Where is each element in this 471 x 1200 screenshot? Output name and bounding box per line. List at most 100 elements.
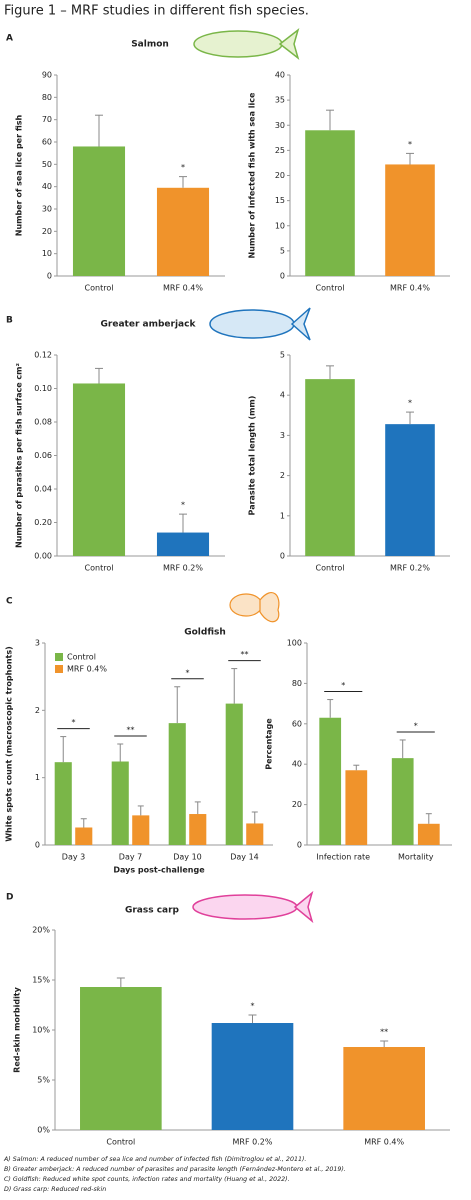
bar — [246, 823, 264, 845]
legend-label: Control — [67, 653, 96, 662]
significance: ** — [127, 726, 135, 735]
bar — [75, 827, 93, 845]
x-tick-label: Control — [316, 564, 345, 573]
x-tick-label: MRF 0.4% — [163, 284, 203, 293]
bar — [345, 770, 368, 845]
figure-title: Figure 1 – MRF studies in different fish… — [4, 4, 309, 19]
significance: ** — [241, 650, 249, 659]
y-axis-label: Red-skin morbidity — [13, 986, 22, 1072]
x-tick-label: Control — [85, 564, 114, 573]
y-tick-label: 35 — [275, 96, 285, 105]
y-tick-label: 90 — [42, 71, 52, 80]
bar — [385, 424, 435, 556]
y-tick-label: 3 — [35, 639, 40, 648]
bar — [391, 758, 414, 845]
bar — [111, 761, 129, 845]
y-tick-label: 20 — [292, 800, 302, 809]
y-tick-label: 5 — [280, 246, 285, 255]
panel-letter: B — [6, 316, 13, 326]
x-tick-label: MRF 0.2% — [233, 1138, 273, 1147]
significance: * — [414, 721, 418, 730]
y-tick-label: 20 — [42, 227, 52, 236]
y-tick-label: 70 — [42, 115, 52, 124]
footnote: C) Goldfish: Reduced white spot counts, … — [4, 1175, 290, 1183]
x-tick-label: MRF 0.2% — [390, 564, 430, 573]
bar — [385, 164, 435, 276]
salmon-icon — [193, 27, 300, 61]
y-tick-label: 40 — [275, 71, 285, 80]
x-tick-label: Day 14 — [230, 853, 259, 862]
bar — [189, 814, 207, 845]
y-tick-label: 3 — [280, 431, 285, 440]
significance: * — [186, 668, 190, 677]
significance: * — [181, 163, 185, 172]
significance: * — [408, 399, 412, 408]
y-tick-label: 0% — [37, 1126, 50, 1135]
y-tick-label: 0.10 — [34, 384, 52, 393]
significance: * — [72, 718, 76, 727]
bar — [417, 823, 440, 845]
bar — [225, 703, 243, 845]
x-axis-label: Days post-challenge — [113, 866, 205, 875]
grass-carp-icon — [192, 890, 314, 924]
y-tick-label: 5% — [37, 1076, 50, 1085]
y-tick-label: 0 — [280, 272, 285, 281]
legend-swatch — [55, 653, 63, 661]
significance: * — [341, 681, 345, 690]
y-tick-label: 5 — [280, 351, 285, 360]
y-tick-label: 60 — [42, 138, 52, 147]
bar — [72, 146, 126, 276]
significance: ** — [380, 1028, 388, 1037]
bar — [72, 383, 126, 556]
y-axis-label: Number of sea lice per fish — [15, 114, 24, 236]
bar — [343, 1047, 425, 1130]
y-tick-label: 25 — [275, 146, 285, 155]
y-tick-label: 10% — [32, 1026, 50, 1035]
x-tick-label: Day 3 — [62, 853, 85, 862]
y-tick-label: 20 — [275, 171, 285, 180]
y-tick-label: 0.08 — [34, 418, 52, 427]
footnote: B) Greater amberjack: A reduced number o… — [4, 1165, 346, 1173]
y-axis-label: Parasite total length (mm) — [248, 396, 257, 516]
y-tick-label: 0.12 — [34, 351, 52, 360]
y-tick-label: 2 — [280, 471, 285, 480]
x-tick-label: MRF 0.4% — [364, 1138, 404, 1147]
significance: * — [251, 1002, 255, 1011]
y-tick-label: 40 — [292, 760, 302, 769]
y-tick-label: 80 — [292, 679, 302, 688]
x-tick-label: Control — [316, 284, 345, 293]
y-tick-label: 0 — [47, 272, 52, 281]
significance: * — [408, 140, 412, 149]
species-name: Salmon — [131, 40, 169, 50]
legend-label: MRF 0.4% — [67, 665, 107, 674]
y-tick-label: 0.06 — [34, 451, 52, 460]
bar — [305, 379, 355, 556]
y-tick-label: 15% — [32, 976, 50, 985]
x-tick-label: Control — [85, 284, 114, 293]
bar — [156, 187, 210, 276]
y-tick-label: 0 — [35, 841, 40, 850]
species-name: Grass carp — [125, 906, 180, 916]
bar — [132, 815, 150, 845]
footnote: D) Grass carp: Reduced red-skin — [4, 1186, 106, 1193]
y-tick-label: 30 — [42, 205, 52, 214]
x-tick-label: Infection rate — [316, 853, 370, 862]
y-axis-label: Number of infected fish with sea lice — [248, 92, 257, 258]
x-tick-label: Day 10 — [173, 853, 202, 862]
y-tick-label: 30 — [275, 121, 285, 130]
panel-letter: C — [6, 597, 13, 607]
significance: * — [181, 501, 185, 510]
y-tick-label: 0 — [297, 841, 302, 850]
x-tick-label: Control — [106, 1138, 135, 1147]
y-tick-label: 20% — [32, 926, 50, 935]
panel-letter: A — [6, 34, 13, 44]
y-tick-label: 1 — [280, 511, 285, 520]
x-tick-label: MRF 0.2% — [163, 564, 203, 573]
y-axis-label: Number of parasites per fish surface cm² — [15, 363, 24, 549]
bar — [211, 1023, 294, 1130]
species-name: Greater amberjack — [101, 320, 197, 330]
y-tick-label: 0.00 — [34, 552, 52, 561]
y-tick-label: 80 — [42, 93, 52, 102]
y-tick-label: 60 — [292, 719, 302, 728]
